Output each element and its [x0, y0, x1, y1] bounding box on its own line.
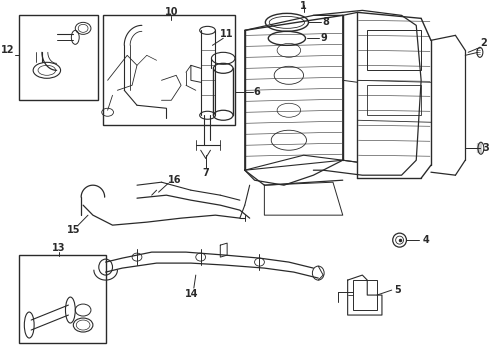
Bar: [367, 30, 421, 70]
Text: 15: 15: [67, 225, 80, 235]
Text: 1: 1: [300, 1, 307, 12]
Bar: [20, 15, 98, 100]
Text: 10: 10: [165, 7, 178, 17]
Text: 6: 6: [253, 87, 260, 97]
Text: 2: 2: [481, 38, 487, 48]
Text: 4: 4: [423, 235, 429, 245]
Text: 13: 13: [52, 243, 65, 253]
Text: 8: 8: [322, 17, 330, 27]
Bar: [103, 15, 235, 125]
Bar: [20, 255, 106, 343]
Text: 14: 14: [185, 289, 198, 299]
Text: 11: 11: [220, 30, 234, 39]
Text: 12: 12: [1, 45, 15, 55]
Text: 7: 7: [202, 168, 209, 178]
Bar: [352, 280, 377, 310]
Bar: [367, 85, 421, 115]
Text: 5: 5: [394, 285, 401, 295]
Text: 3: 3: [483, 143, 489, 153]
Text: 16: 16: [168, 175, 181, 185]
Text: 9: 9: [321, 33, 327, 43]
